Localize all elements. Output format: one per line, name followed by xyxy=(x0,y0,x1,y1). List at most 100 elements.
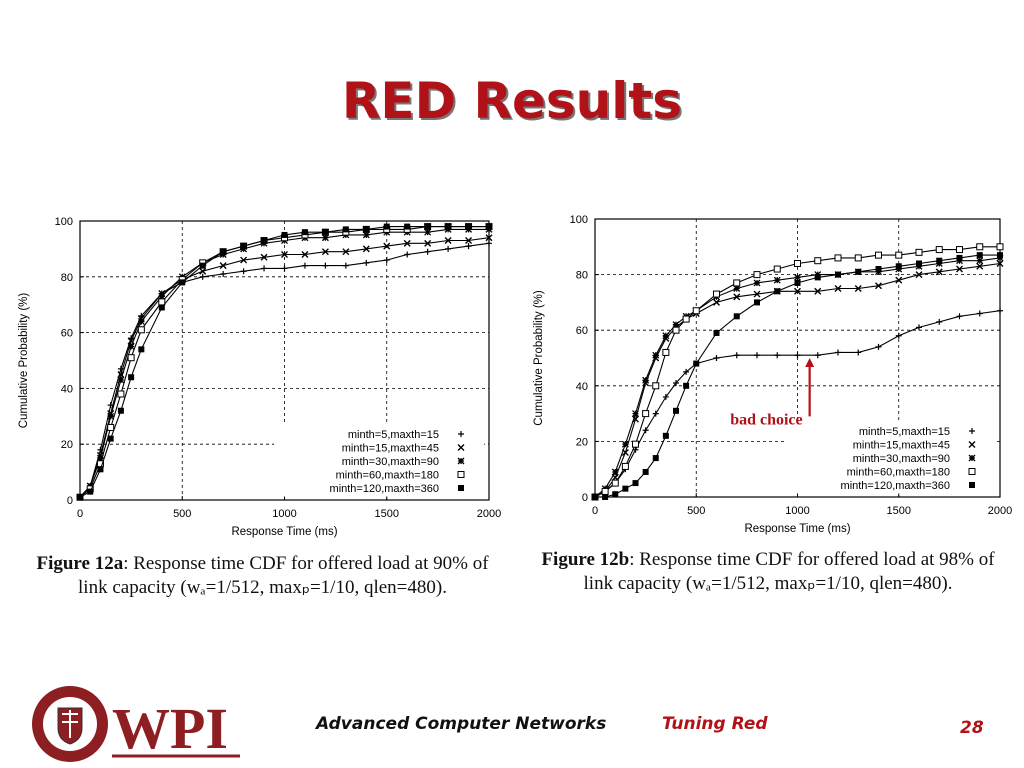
data-point xyxy=(773,265,781,273)
data-point xyxy=(424,223,431,230)
data-point xyxy=(915,248,923,256)
data-point xyxy=(179,279,186,286)
x-axis-label: Response Time (ms) xyxy=(231,526,337,538)
data-point xyxy=(733,352,740,359)
data-point xyxy=(445,245,452,252)
data-point xyxy=(107,412,115,420)
figure-caption-12b: Figure 12b: Response time CDF for offere… xyxy=(518,548,1018,596)
legend-marker xyxy=(969,428,975,434)
data-point xyxy=(424,239,432,247)
data-point xyxy=(733,279,741,287)
wpi-wordmark: WPI xyxy=(112,696,228,761)
data-point xyxy=(261,265,268,272)
data-point xyxy=(895,276,903,284)
legend-label: minth=5,maxth=15 xyxy=(348,429,439,441)
data-point xyxy=(260,253,268,261)
data-point xyxy=(281,265,288,272)
data-point xyxy=(642,410,650,418)
data-point xyxy=(486,240,492,247)
data-point xyxy=(713,298,720,306)
data-point xyxy=(424,248,431,255)
data-point xyxy=(632,440,639,448)
data-point xyxy=(855,349,862,356)
data-point xyxy=(363,226,370,233)
data-point xyxy=(774,352,781,359)
data-point xyxy=(621,440,629,448)
legend-background xyxy=(274,423,484,497)
data-point xyxy=(976,252,983,259)
data-point xyxy=(895,332,902,339)
data-point xyxy=(976,310,983,317)
data-point xyxy=(611,479,619,487)
caption-label: Figure 12b xyxy=(541,549,630,570)
data-point xyxy=(485,234,493,242)
data-point xyxy=(875,343,882,350)
data-point xyxy=(632,410,639,418)
data-point xyxy=(127,354,135,362)
data-point xyxy=(404,251,411,258)
data-point xyxy=(137,317,145,325)
data-point xyxy=(774,288,781,295)
data-point xyxy=(935,268,943,276)
data-point xyxy=(127,343,135,351)
data-point xyxy=(854,285,862,292)
y-tick-label: 20 xyxy=(61,439,73,451)
data-point xyxy=(342,262,349,269)
caption-line1: : Response time CDF for offered load at … xyxy=(123,553,489,574)
y-tick-label: 80 xyxy=(61,272,73,284)
x-tick-label: 0 xyxy=(592,505,598,517)
data-point xyxy=(158,304,165,311)
cdf-chart-90-percent-load: 0 500 1000 1500 2000 0 20 40 60 80 100 Response Tim… xyxy=(18,216,501,538)
data-point xyxy=(642,376,650,384)
x-tick-label: 1000 xyxy=(785,505,809,517)
y-tick-label: 0 xyxy=(582,492,588,504)
legend-label: minth=60,maxth=180 xyxy=(336,470,439,482)
series-square-open xyxy=(591,243,1004,501)
data-point xyxy=(77,494,83,501)
data-point xyxy=(956,246,963,254)
caption-label: Figure 12a xyxy=(36,553,124,574)
data-point xyxy=(281,231,288,238)
data-point xyxy=(976,243,984,251)
data-point xyxy=(794,352,801,359)
data-point xyxy=(652,455,659,462)
data-point xyxy=(342,226,349,233)
y-tick-label: 40 xyxy=(61,383,73,395)
data-point xyxy=(107,423,115,431)
legend-label: minth=120,maxth=360 xyxy=(330,483,439,495)
data-point xyxy=(642,427,649,434)
data-point xyxy=(322,229,329,236)
x-axis-label: Response Time (ms) xyxy=(744,523,850,535)
data-point xyxy=(773,276,781,284)
data-point xyxy=(814,287,822,295)
data-point xyxy=(753,279,761,287)
slide-title: RED Results xyxy=(341,72,683,130)
data-point xyxy=(158,298,166,306)
y-tick-label: 100 xyxy=(55,216,73,228)
legend-marker xyxy=(458,431,464,437)
data-point xyxy=(662,393,669,400)
legend-marker xyxy=(968,454,976,462)
data-point xyxy=(976,262,984,270)
data-point xyxy=(662,332,670,340)
data-point xyxy=(87,488,94,495)
data-point xyxy=(322,262,329,269)
data-point xyxy=(693,360,700,367)
data-point xyxy=(733,285,741,292)
data-point xyxy=(281,250,288,258)
data-point xyxy=(342,248,350,256)
data-point xyxy=(321,248,329,256)
data-point xyxy=(220,248,227,255)
data-point xyxy=(301,250,309,258)
x-tick-label: 2000 xyxy=(477,508,501,520)
data-point xyxy=(158,292,166,300)
y-tick-label: 20 xyxy=(576,436,588,448)
data-point xyxy=(601,487,609,495)
y-axis-label: Cumulative Probability (%) xyxy=(18,293,30,429)
data-point xyxy=(301,262,308,269)
data-point xyxy=(97,466,104,473)
footer-topic: Tuning Red xyxy=(662,714,768,734)
data-point xyxy=(692,307,700,315)
data-point xyxy=(875,266,882,273)
legend-label: minth=5,maxth=15 xyxy=(859,426,950,438)
